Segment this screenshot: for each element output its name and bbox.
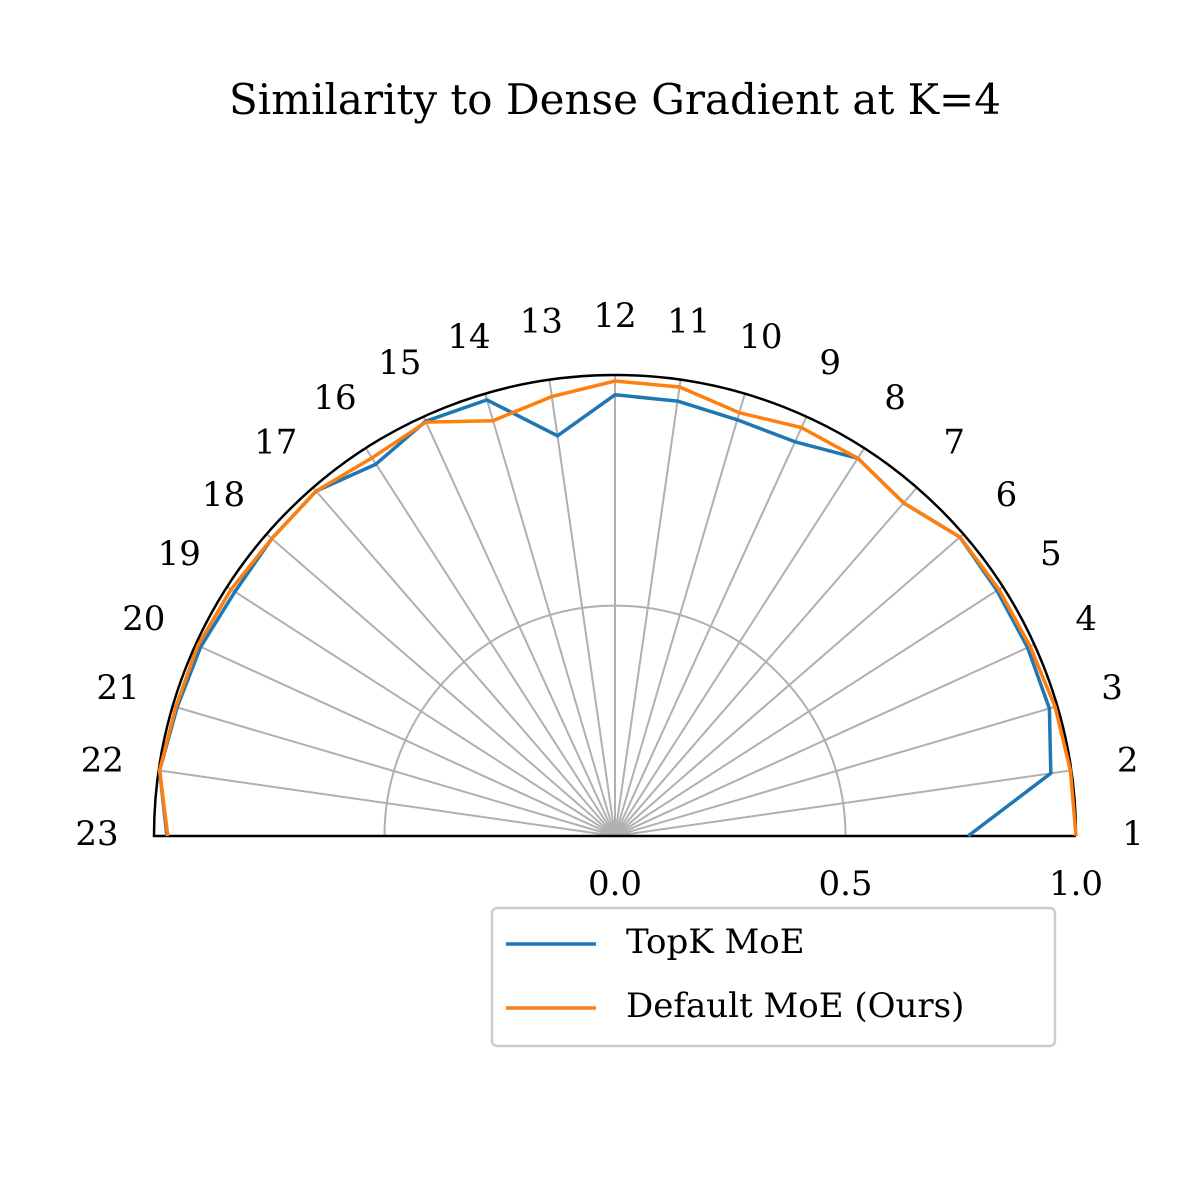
angle-tick-label: 8 <box>884 378 906 418</box>
angle-tick-label: 22 <box>81 740 124 780</box>
legend-label: TopK MoE <box>626 922 805 962</box>
angle-tick-label: 6 <box>996 475 1018 515</box>
angle-tick-label: 15 <box>378 343 421 383</box>
legend: TopK MoE Default MoE (Ours) <box>490 906 1057 1048</box>
angle-tick-label: 4 <box>1075 599 1097 639</box>
polar-frame <box>152 373 1078 838</box>
chart-title: Similarity to Dense Gradient at K=4 <box>229 75 1001 124</box>
angle-tick-label: 18 <box>202 475 245 515</box>
angle-tick-label: 1 <box>1122 814 1144 854</box>
angle-tick-label: 17 <box>254 423 297 463</box>
r-tick-label: 0.0 <box>588 864 642 904</box>
ring-grid-line <box>383 604 847 837</box>
legend-box <box>490 906 1057 1048</box>
angle-tick-label: 23 <box>75 814 118 854</box>
angle-tick-label: 9 <box>819 343 841 383</box>
r-tick-label: 1.0 <box>1049 864 1103 904</box>
angle-tick-label: 3 <box>1101 668 1123 708</box>
angle-tick-label: 20 <box>122 599 165 639</box>
angle-tick-label: 2 <box>1117 740 1139 780</box>
legend-label: Default MoE (Ours) <box>626 986 964 1026</box>
angle-tick-label: 11 <box>667 301 710 341</box>
angle-tick-label: 19 <box>158 534 201 574</box>
angle-tick-label: 12 <box>593 296 636 336</box>
angle-tick-label: 10 <box>739 317 782 357</box>
angle-tick-label: 13 <box>520 301 563 341</box>
angle-tick-label: 5 <box>1040 534 1062 574</box>
angle-tick-label: 21 <box>96 668 139 708</box>
angle-tick-label: 16 <box>313 378 356 418</box>
angle-tick-label: 7 <box>943 423 965 463</box>
angle-tick-label: 14 <box>447 317 490 357</box>
r-tick-label: 0.5 <box>818 864 872 904</box>
series-line <box>157 393 1053 838</box>
series-line <box>157 379 1078 837</box>
